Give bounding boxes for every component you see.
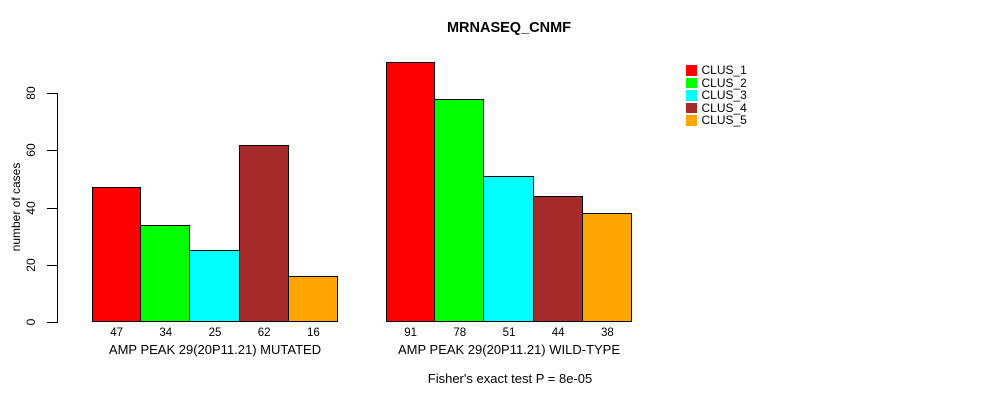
y-axis-tick-label: 20 bbox=[24, 258, 38, 272]
y-axis-tick-label: 60 bbox=[24, 143, 38, 157]
y-axis-tick-label: 80 bbox=[24, 86, 38, 100]
legend-swatch-icon bbox=[686, 90, 697, 101]
y-axis-tick bbox=[47, 264, 57, 266]
bar bbox=[189, 250, 240, 322]
group-axis-label: AMP PEAK 29(20P11.21) MUTATED bbox=[108, 342, 322, 357]
bar bbox=[434, 98, 485, 322]
legend-item: CLUS_1 bbox=[686, 64, 747, 77]
legend-swatch-icon bbox=[686, 102, 697, 113]
y-axis-tick-label: 0 bbox=[24, 318, 38, 326]
legend-label: CLUS_1 bbox=[701, 63, 747, 78]
y-axis-tick-label: 40 bbox=[24, 200, 38, 215]
y-axis-tick bbox=[47, 150, 57, 152]
bar bbox=[140, 224, 191, 322]
legend-label: CLUS_5 bbox=[701, 113, 747, 128]
bar-value-label: 16 bbox=[306, 327, 320, 339]
legend-swatch-icon bbox=[686, 77, 697, 88]
bar-value-label: 51 bbox=[502, 327, 516, 339]
legend-item: CLUS_2 bbox=[686, 77, 747, 90]
bar-value-label: 34 bbox=[159, 327, 173, 339]
y-axis-tick bbox=[47, 207, 57, 209]
legend-label: CLUS_3 bbox=[701, 88, 747, 103]
group-axis-label: AMP PEAK 29(20P11.21) WILD-TYPE bbox=[397, 342, 621, 357]
y-axis-tick bbox=[47, 322, 57, 323]
bar bbox=[483, 176, 534, 322]
legend-swatch-icon bbox=[686, 65, 697, 76]
bar-value-label: 25 bbox=[208, 327, 222, 339]
legend-item: CLUS_5 bbox=[686, 114, 747, 127]
legend-label: CLUS_4 bbox=[701, 100, 747, 115]
y-axis-line bbox=[57, 93, 58, 323]
legend-item: CLUS_3 bbox=[686, 89, 747, 102]
bar bbox=[287, 276, 338, 322]
bar bbox=[238, 144, 289, 322]
bar bbox=[386, 61, 436, 322]
stat-test-annotation: Fisher's exact test P = 8e-05 bbox=[427, 371, 593, 386]
y-axis-tick bbox=[47, 93, 57, 94]
bar-value-label: 62 bbox=[257, 327, 271, 339]
bar-value-label: 44 bbox=[551, 327, 565, 339]
bar-value-label: 38 bbox=[600, 327, 614, 339]
bar bbox=[92, 187, 142, 322]
bar bbox=[581, 213, 632, 322]
bar-value-label: 78 bbox=[453, 327, 467, 339]
legend-item: CLUS_4 bbox=[686, 102, 747, 115]
bar-value-label: 91 bbox=[404, 327, 417, 339]
legend-label: CLUS_2 bbox=[701, 75, 747, 90]
bar-value-label: 47 bbox=[110, 327, 123, 339]
chart-title: MRNASEQ_CNMF bbox=[446, 20, 572, 36]
legend-swatch-icon bbox=[686, 115, 697, 126]
legend: CLUS_1 CLUS_2 CLUS_3 CLUS_4 CLUS_5 bbox=[686, 64, 747, 127]
bar bbox=[532, 196, 583, 322]
